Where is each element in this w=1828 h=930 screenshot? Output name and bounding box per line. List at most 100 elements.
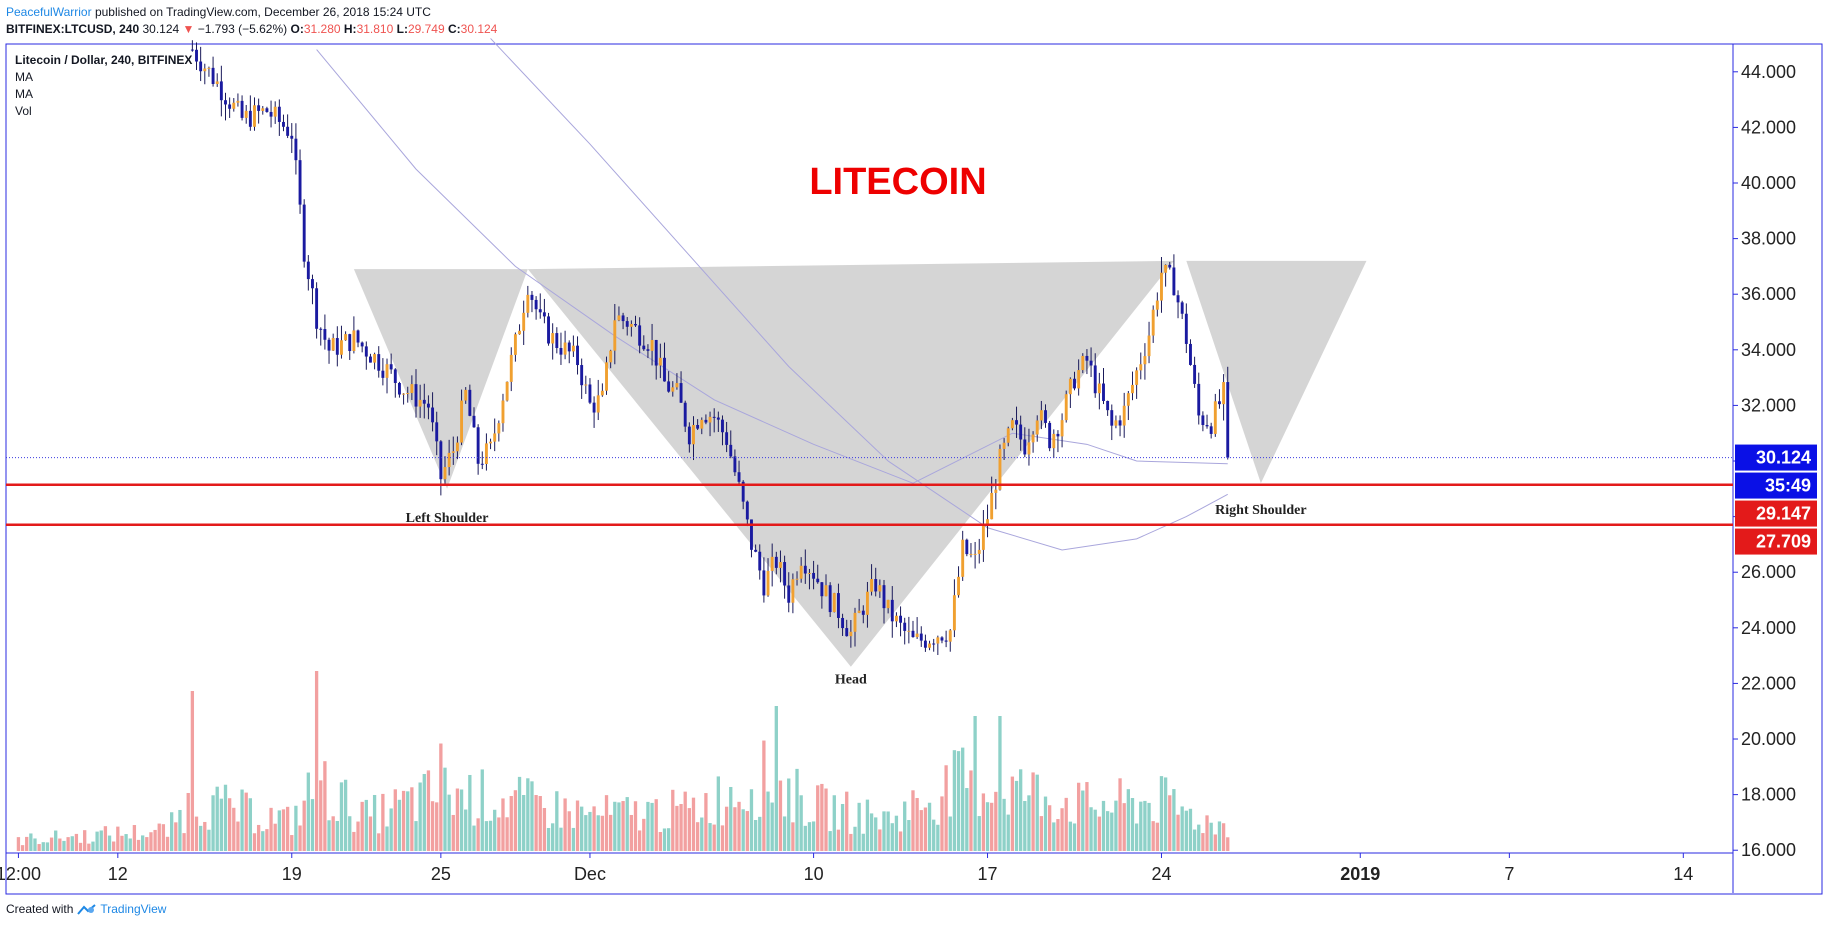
candle <box>1197 372 1201 425</box>
legend-vol[interactable]: Vol <box>15 104 32 118</box>
candle-body <box>700 419 704 429</box>
volume-bar <box>1006 814 1010 851</box>
candle-body <box>994 489 998 493</box>
candle <box>766 558 770 597</box>
candle-body <box>538 309 542 313</box>
candle-body <box>779 562 782 568</box>
candle-body <box>1205 425 1209 427</box>
candle <box>1010 417 1014 431</box>
volume-bar <box>592 806 596 851</box>
candle <box>894 612 898 628</box>
candle <box>1102 368 1105 405</box>
y-tick-label: 44.000 <box>1741 62 1796 82</box>
candle <box>998 444 1002 491</box>
volume-bar <box>795 768 799 851</box>
volume-bar <box>124 834 128 851</box>
candle-body <box>335 338 339 355</box>
volume-bar <box>335 820 339 851</box>
candle-body <box>513 334 517 355</box>
volume-bar <box>932 819 936 851</box>
candle <box>240 95 244 121</box>
volume-bar <box>256 824 261 851</box>
candle <box>526 285 530 318</box>
volume-bar <box>811 821 816 851</box>
candle-body <box>683 402 687 427</box>
candle-body <box>422 399 426 404</box>
candle <box>306 255 310 291</box>
candle <box>692 416 695 461</box>
volume-bar <box>944 765 948 851</box>
label-head: Head <box>835 672 867 687</box>
tradingview-logo[interactable]: TradingView <box>77 902 166 916</box>
candle <box>1189 339 1192 366</box>
legend-ma-1[interactable]: MA <box>15 70 33 84</box>
candle-body <box>1222 382 1226 405</box>
candle-body <box>1031 434 1035 443</box>
candle <box>845 619 849 637</box>
volume-bar <box>526 778 530 851</box>
candle <box>1089 347 1093 378</box>
candle <box>472 407 476 428</box>
candle-body <box>509 354 513 382</box>
candle-body <box>489 441 493 444</box>
candle <box>803 549 807 584</box>
candle-body <box>203 68 207 72</box>
volume-bar <box>915 798 919 851</box>
x-tick-label: Dec <box>574 864 606 884</box>
volume-bar <box>157 823 161 851</box>
candle-body <box>435 422 439 442</box>
volume-bar <box>1101 800 1106 851</box>
candle <box>484 433 488 471</box>
candle-body <box>957 576 960 596</box>
candle <box>729 430 733 459</box>
author-link[interactable]: PeacefulWarrior <box>6 5 92 19</box>
candle <box>286 114 290 139</box>
volume-bar <box>952 750 957 851</box>
x-tick-label: 25 <box>431 864 451 884</box>
candle-body <box>418 399 422 407</box>
candle <box>447 439 451 476</box>
candle-body <box>832 593 836 613</box>
volume-bar <box>141 835 145 851</box>
volume-bar <box>990 802 994 851</box>
y-tick-label: 26.000 <box>1741 562 1796 582</box>
price-badge-level: 29.147 <box>1735 500 1817 527</box>
volume-bar <box>314 671 319 851</box>
candle-body <box>936 637 940 644</box>
candle-body <box>816 578 820 583</box>
candle-body <box>1015 420 1018 425</box>
candle <box>369 353 372 363</box>
candle <box>513 332 517 362</box>
candle <box>480 451 484 470</box>
volume-bar <box>161 824 166 851</box>
candle-body <box>783 562 787 586</box>
candle-body <box>712 416 716 418</box>
candle <box>219 65 223 117</box>
volume-bar <box>662 828 667 851</box>
volume-bar <box>198 825 203 851</box>
moving-average-1 <box>316 49 1228 484</box>
candle-body <box>360 342 364 347</box>
price-chart[interactable]: Left Shoulder Head Right Shoulder 44.000 42… <box>0 0 1828 900</box>
candle-body <box>675 383 679 388</box>
volume-bar <box>389 808 393 851</box>
created-with-label: Created with <box>6 902 74 916</box>
candle-body <box>199 61 203 72</box>
candle-body <box>621 315 625 322</box>
volume-bar <box>174 822 178 851</box>
volume-bar <box>149 832 153 851</box>
candle-body <box>1135 370 1139 385</box>
candle-body <box>1126 393 1130 406</box>
volume-bar <box>45 842 50 851</box>
candle-body <box>1056 433 1060 437</box>
candle-body <box>696 424 700 429</box>
volume-bar <box>505 817 509 851</box>
candle <box>642 335 646 351</box>
legend-ma-2[interactable]: MA <box>15 87 33 101</box>
candle <box>882 579 886 624</box>
candle <box>928 640 932 651</box>
volume-bar <box>261 831 265 851</box>
candle-body <box>534 299 538 310</box>
candle-body <box>766 570 770 596</box>
volume-bar <box>720 825 725 851</box>
